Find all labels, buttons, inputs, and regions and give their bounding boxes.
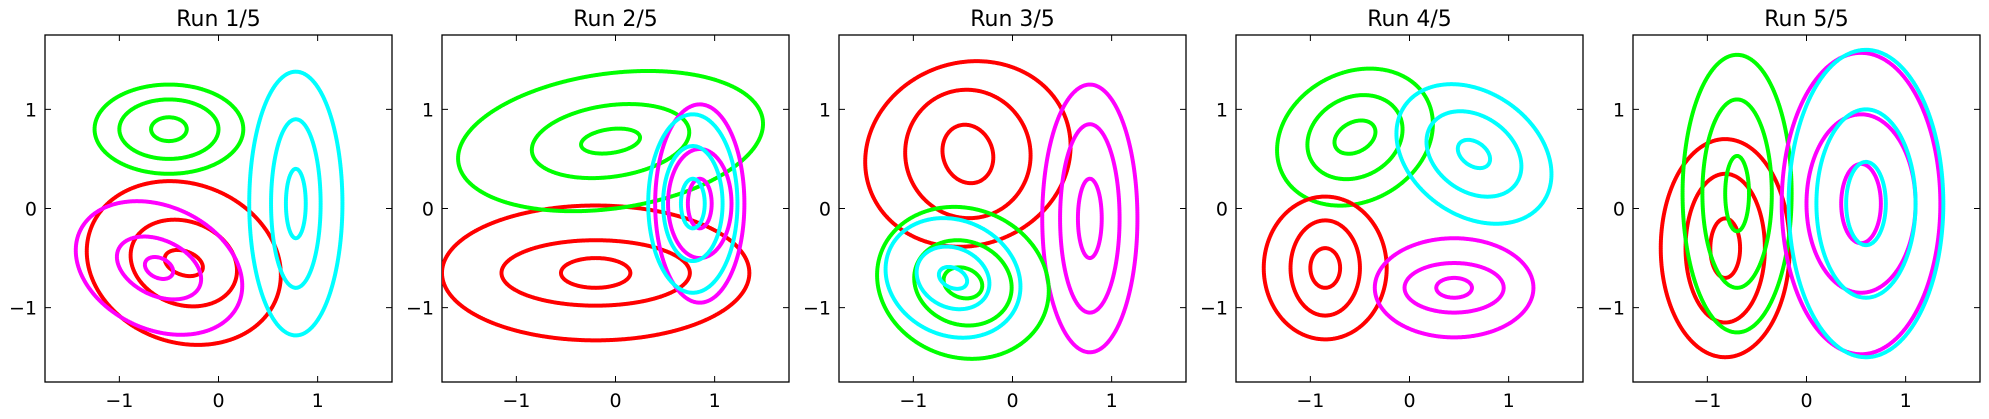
contour-group [863, 59, 1140, 361]
contour-ellipse-3-3 [92, 82, 246, 176]
contour-group [73, 69, 345, 347]
contour-ellipse-2-2 [114, 234, 204, 302]
chart-panel-4: −1 0 1 −1 0 1 Run 4/5 [1200, 7, 1584, 412]
contour-ellipse-4-1 [936, 264, 970, 291]
y-tick-label: 1 [1613, 99, 1625, 121]
chart-panels: −1 0 1 −1 0 1 Run 1/5 −1 0 1 −1 0 1 Run 2/5 −1 0 1 −1 0 1 Ru… [9, 7, 1981, 412]
x-tick-label: 1 [312, 390, 324, 412]
x-tick-label: −1 [1693, 390, 1721, 412]
x-tick-label: 1 [1900, 390, 1912, 412]
contour-ellipse-3-2 [1288, 218, 1362, 318]
contour-ellipse-4-1 [1844, 159, 1888, 248]
x-tick-label: 1 [1106, 390, 1118, 412]
x-tick-label: −1 [502, 390, 530, 412]
panel-title: Run 1/5 [176, 7, 261, 32]
contour-ellipse-2-2 [1058, 122, 1122, 315]
y-tick-label: −1 [803, 298, 831, 320]
contour-ellipse-2-3 [1680, 52, 1794, 335]
x-tick-label: −1 [1296, 390, 1324, 412]
panel-title: Run 5/5 [1764, 7, 1849, 32]
contour-ellipse-4-3 [1786, 47, 1946, 360]
y-tick-label: −1 [9, 298, 37, 320]
contour-ellipse-3-3 [1261, 194, 1389, 342]
contour-ellipse-2-2 [529, 102, 692, 181]
x-tick-label: 0 [1403, 390, 1415, 412]
contour-ellipse-1-3 [1658, 137, 1792, 360]
contour-ellipse-4-3 [646, 112, 740, 295]
chart-panel-3: −1 0 1 −1 0 1 Run 3/5 [803, 7, 1187, 412]
contour-ellipse-2-1 [579, 126, 643, 156]
contour-group [1658, 47, 1946, 360]
y-tick-label: 0 [819, 199, 831, 221]
contour-ellipse-2-1 [1455, 137, 1493, 171]
contour-ellipse-2-1 [1723, 153, 1751, 234]
contour-ellipse-1-3 [1275, 66, 1435, 208]
chart-panel-1: −1 0 1 −1 0 1 Run 1/5 [9, 7, 393, 412]
contour-ellipse-2-2 [1700, 97, 1774, 290]
x-tick-label: 0 [1800, 390, 1812, 412]
contour-ellipse-2-1 [142, 255, 176, 281]
contour-ellipse-2-3 [456, 68, 766, 214]
contour-ellipse-3-1 [1308, 246, 1343, 290]
y-tick-label: −1 [1200, 298, 1228, 320]
contour-ellipse-4-2 [1402, 261, 1506, 315]
y-tick-label: 1 [422, 99, 434, 121]
contour-ellipse-2-3 [73, 199, 245, 337]
x-tick-label: −1 [899, 390, 927, 412]
contour-ellipse-4-3 [883, 216, 1023, 340]
x-tick-label: 0 [212, 390, 224, 412]
contour-ellipse-4-1 [678, 176, 707, 231]
contour-ellipse-4-2 [269, 117, 323, 290]
contour-ellipse-1-2 [499, 238, 692, 308]
x-tick-label: 0 [609, 390, 621, 412]
plot-frame [838, 34, 1187, 383]
y-tick-label: 1 [819, 99, 831, 121]
contour-ellipse-4-2 [1814, 107, 1918, 300]
contour-ellipse-2-1 [1075, 176, 1104, 261]
contour-ellipse-3-1 [149, 115, 189, 144]
contour-ellipse-1-1 [940, 122, 996, 186]
contour-ellipse-3-3 [875, 204, 1051, 361]
y-tick-label: 0 [25, 199, 37, 221]
y-tick-label: −1 [1597, 298, 1625, 320]
x-tick-label: 1 [709, 390, 721, 412]
chart-panel-2: −1 0 1 −1 0 1 Run 2/5 [406, 7, 790, 412]
contour-ellipse-4-3 [1372, 236, 1536, 340]
contour-ellipse-1-3 [442, 203, 752, 343]
contour-ellipse-3-1 [685, 176, 714, 231]
y-tick-label: 1 [25, 99, 37, 121]
y-tick-label: 0 [1613, 199, 1625, 221]
contour-ellipse-1-1 [1332, 118, 1378, 156]
chart-panel-5: −1 0 1 −1 0 1 Run 5/5 [1597, 7, 1981, 412]
contour-ellipse-4-1 [1434, 275, 1474, 300]
contour-ellipse-1-2 [128, 217, 239, 309]
contour-ellipse-2-3 [1040, 82, 1140, 355]
y-tick-label: 0 [1216, 199, 1228, 221]
contour-ellipse-3-2 [117, 97, 221, 161]
plot-frame [44, 34, 393, 383]
x-tick-label: 0 [1006, 390, 1018, 412]
contour-ellipse-4-1 [283, 166, 308, 241]
contour-ellipse-2-3 [1394, 82, 1554, 226]
y-tick-label: −1 [406, 298, 434, 320]
contour-ellipse-4-2 [914, 244, 992, 312]
contour-ellipse-4-2 [661, 144, 725, 264]
contour-ellipse-3-3 [653, 102, 747, 305]
contour-ellipse-3-3 [1779, 50, 1943, 357]
contour-ellipse-1-1 [558, 256, 633, 290]
contour-group [442, 68, 766, 343]
contour-ellipse-1-3 [84, 179, 283, 347]
contour-ellipse-3-1 [941, 265, 985, 301]
x-tick-label: 1 [1503, 390, 1515, 412]
y-tick-label: 1 [1216, 99, 1228, 121]
contour-ellipse-4-3 [247, 69, 345, 338]
panel-title: Run 3/5 [970, 7, 1055, 32]
panel-title: Run 4/5 [1367, 7, 1452, 32]
contour-group [1261, 66, 1554, 342]
panel-title: Run 2/5 [573, 7, 658, 32]
y-tick-label: 0 [422, 199, 434, 221]
contour-ellipse-2-2 [1424, 109, 1524, 199]
x-tick-label: −1 [105, 390, 133, 412]
